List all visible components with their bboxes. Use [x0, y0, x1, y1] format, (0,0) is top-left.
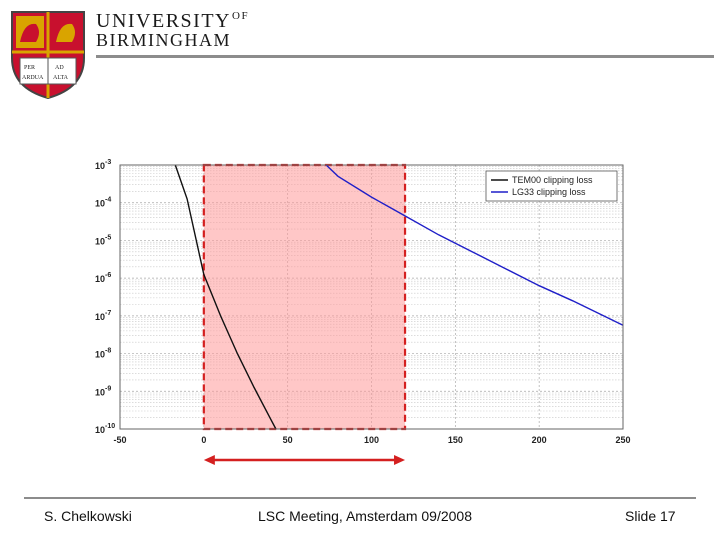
- crest-motto-word: ARDUA: [22, 75, 44, 81]
- y-tick-base: 10: [95, 387, 105, 397]
- x-tick-label: 50: [283, 435, 293, 445]
- y-tick-base: 10: [95, 425, 105, 435]
- crest-motto-word: PER: [24, 65, 35, 71]
- footer-slide-number: Slide 17: [625, 508, 676, 524]
- y-tick-label: 10-8: [95, 348, 111, 360]
- crest-motto-word: AD: [55, 65, 64, 71]
- highlight-region-layer: [202, 163, 407, 431]
- x-tick-label: 150: [448, 435, 463, 445]
- tick-labels: -50 0 50 100 150 200 25010-310-410-510-610-710…: [95, 159, 631, 445]
- y-tick-base: 10: [95, 350, 105, 360]
- legend-label-lg33: LG33 clipping loss: [512, 187, 586, 197]
- y-tick-base: 10: [95, 236, 105, 246]
- y-tick-exponent: -6: [105, 272, 111, 279]
- y-tick-exponent: -10: [105, 423, 115, 430]
- y-tick-base: 10: [95, 274, 105, 284]
- y-tick-exponent: -7: [105, 310, 111, 317]
- clipping-loss-chart: -50 0 50 100 150 200 25010-310-410-510-610-710…: [95, 159, 631, 465]
- y-tick-label: 10-10: [95, 423, 115, 435]
- footer-author: S. Chelkowski: [44, 508, 132, 524]
- y-tick-label: 10-9: [95, 385, 111, 397]
- series-line-lg33: [325, 164, 624, 326]
- y-tick-label: 10-5: [95, 234, 111, 246]
- university-crest-logo: PER ARDUA AD ALTA: [11, 11, 85, 100]
- highlight-region: [202, 163, 407, 431]
- y-tick-label: 10-6: [95, 272, 111, 284]
- x-tick-label: 250: [615, 435, 630, 445]
- university-word: UNIVERSITY: [96, 10, 231, 32]
- x-tick-label: 0: [201, 435, 206, 445]
- y-tick-base: 10: [95, 312, 105, 322]
- y-tick-label: 10-4: [95, 197, 111, 209]
- x-tick-label: 200: [532, 435, 547, 445]
- y-tick-exponent: -8: [105, 348, 111, 355]
- y-tick-label: 10-3: [95, 159, 111, 171]
- y-tick-exponent: -4: [105, 197, 111, 204]
- university-name-line1: UNIVERSITYOF: [96, 10, 249, 33]
- legend-box: [485, 170, 618, 202]
- university-name-line2: BIRMINGHAM: [96, 30, 232, 50]
- footer-rule: [24, 497, 696, 499]
- header-rule: [96, 55, 714, 58]
- range-arrow-right-head: [394, 455, 406, 465]
- range-arrow-left-head: [203, 455, 215, 465]
- crest-motto-word: ALTA: [53, 75, 69, 81]
- range-arrow-layer: [203, 455, 406, 465]
- x-tick-label: 100: [364, 435, 379, 445]
- plot-frame: [119, 164, 624, 430]
- y-tick-exponent: -3: [105, 159, 111, 166]
- y-tick-base: 10: [95, 161, 105, 171]
- series-layer: [174, 164, 624, 430]
- series-line-tem00: [174, 164, 277, 430]
- university-of: OF: [232, 10, 250, 22]
- legend-label-tem00: TEM00 clipping loss: [512, 175, 593, 185]
- y-tick-base: 10: [95, 199, 105, 209]
- y-tick-label: 10-7: [95, 310, 111, 322]
- x-tick-label: -50: [113, 435, 126, 445]
- footer-event: LSC Meeting, Amsterdam 09/2008: [258, 508, 473, 524]
- y-tick-exponent: -5: [105, 234, 111, 241]
- y-tick-exponent: -9: [105, 385, 111, 392]
- chart-legend: TEM00 clipping loss LG33 clipping loss: [485, 170, 618, 202]
